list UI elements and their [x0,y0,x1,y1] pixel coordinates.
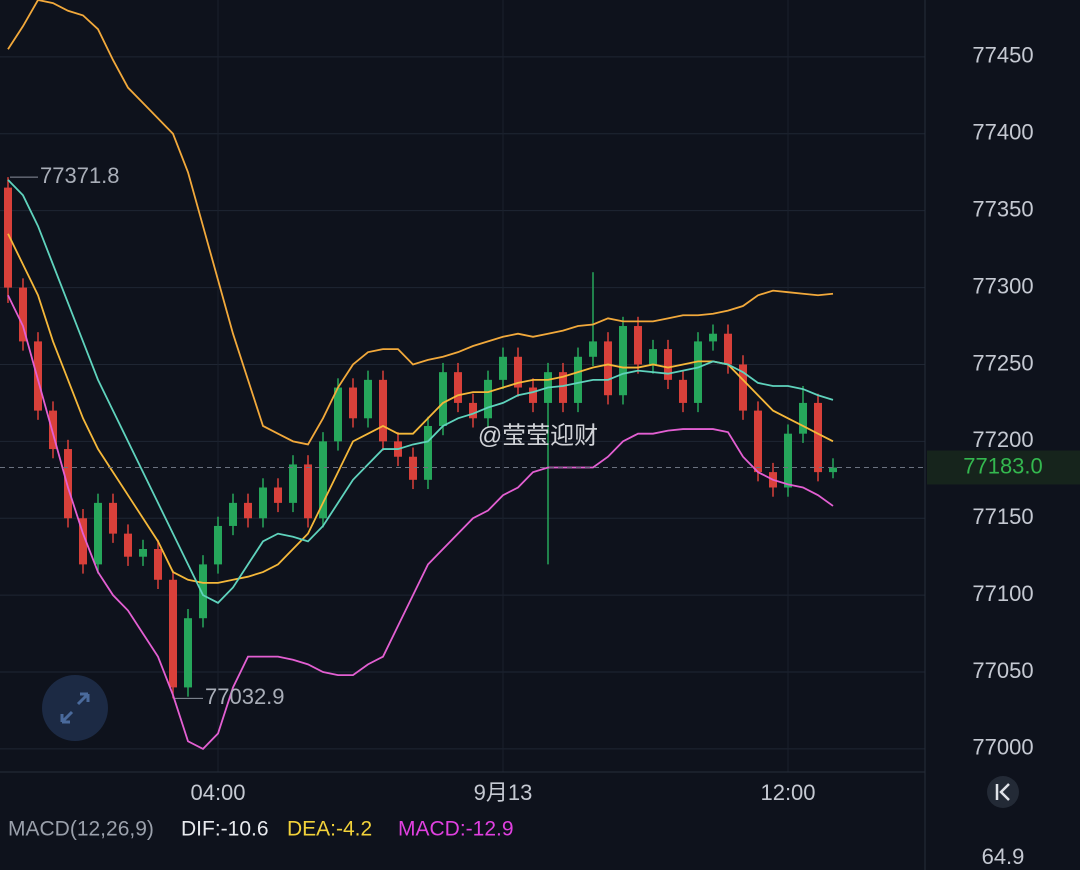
x-tick-label: 04:00 [190,780,245,805]
candle-body [694,341,702,403]
macd-legend: MACD(12,26,9) DIF:-10.6 DEA:-4.2 MACD:-1… [8,818,514,841]
candle-body [679,379,687,403]
candle-body [199,564,207,619]
candle-body [259,487,267,519]
x-tick-label: 9月13 [474,780,533,805]
candle-body [754,410,762,473]
candle-body [454,372,462,403]
candle-body [289,464,297,503]
candle-body [379,379,387,442]
candle-body [469,402,477,419]
candle-body [364,379,372,419]
candle-body [424,425,432,480]
y-tick-label: 77050 [972,658,1033,683]
candle-body [664,349,672,380]
expand-icon [60,692,90,724]
indicator-line [7,0,834,446]
candle-body [79,518,87,565]
candle-body [169,579,177,688]
candle-body [409,456,417,480]
expand-button[interactable] [42,675,108,741]
indicator-line [7,179,834,604]
candle-body [244,502,252,519]
candle-body [829,467,837,473]
candle-body [154,549,162,580]
macd-name: MACD(12,26,9) [8,818,154,841]
grid [0,0,925,772]
y-tick-label: 77300 [972,273,1033,298]
x-tick-label: 12:00 [760,780,815,805]
candle-body [514,356,522,388]
candle-body [34,341,42,411]
candle-body [619,326,627,396]
candle-body [604,341,612,396]
candle-body [739,364,747,411]
candle-body [724,333,732,365]
dea-label: DEA:-4.2 [287,818,372,841]
y-tick-label: 77150 [972,504,1033,529]
y-tick-label: 77000 [972,735,1033,760]
indicator-line [7,294,834,751]
candle-body [349,387,357,419]
candle-body [49,410,57,450]
candle-body [4,187,12,288]
candle-body [124,533,132,557]
last-price-box [927,450,1080,485]
candle-body [709,333,717,342]
candle-body [334,387,342,442]
candle-body [649,349,657,365]
watermark: @莹莹迎财 [478,422,598,449]
y-tick-label: 77100 [972,581,1033,606]
dif-label: DIF:-10.6 [181,818,269,841]
annotation-label: 77371.8 [40,163,120,188]
annotation-label: 77032.9 [205,684,285,709]
candle-body [499,356,507,380]
candle-body [634,326,642,365]
candle-body [229,502,237,526]
candle-body [559,372,567,403]
candle-body [589,341,597,357]
candle-body [94,502,102,565]
candle-body [574,356,582,403]
y-tick-label: 77450 [972,43,1033,68]
macd-axis-label: 64.9 [982,844,1025,869]
candle-body [304,464,312,519]
candle-body [64,449,72,519]
y-tick-label: 77350 [972,196,1033,221]
macd-value-label: MACD:-12.9 [398,818,514,841]
candle-body [784,433,792,488]
y-tick-label: 77400 [972,120,1033,145]
candle-body [184,618,192,688]
candle-body [799,402,807,434]
indicator-line [7,233,834,584]
candle-body [439,372,447,426]
candle-body [814,402,822,473]
candle-body [19,287,27,342]
candle-body [139,549,147,557]
candle-body [109,502,117,534]
y-tick-label: 77250 [972,350,1033,375]
last-price-label: 77183.0 [963,453,1043,478]
y-tick-label: 77200 [972,427,1033,452]
scroll-latest-icon [995,783,1010,801]
candle-body [214,525,222,565]
plot: 77371.8 77032.9 [0,0,925,751]
candle-body [319,441,327,519]
candle-body [274,487,282,503]
candle-body [484,379,492,419]
scroll-latest-button[interactable] [987,776,1019,808]
candle-body [529,387,537,403]
